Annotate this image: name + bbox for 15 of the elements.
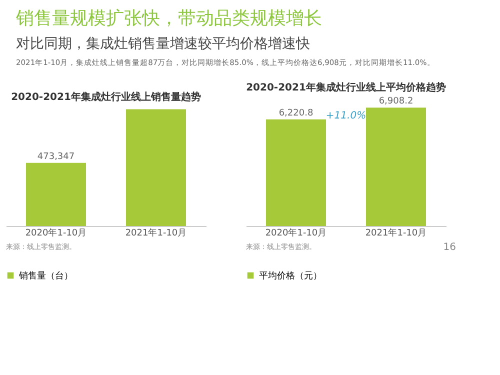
data-label: 473,347 (37, 152, 75, 162)
chart-title: 2020-2021年集成灶行业线上平均价格趋势 (246, 82, 446, 94)
data-label: 6,908.2 (378, 96, 414, 107)
annotation: +11.0% (326, 110, 366, 122)
text: 16 (443, 242, 456, 253)
x-tick-label: 2021年1-10月 (365, 228, 427, 238)
chart-title: 2020-2021年集成灶行业线上销售量趋势 (11, 91, 201, 103)
text: 销售量规模扩张快，带动品类规模增长 (15, 8, 322, 29)
x-tick-label: 2020年1-10月 (265, 228, 327, 238)
text: 对比同期，集成灶销售量增速较平均价格增速快 (16, 36, 310, 52)
x-tick-label: 2020年1-10月 (25, 228, 87, 238)
x-tick-label: 2021年1-10月 (125, 228, 187, 238)
legend-label: 平均价格（元） (259, 270, 322, 282)
legend-label: 销售量（台） (18, 270, 73, 282)
data-label: 6,220.8 (278, 108, 314, 118)
